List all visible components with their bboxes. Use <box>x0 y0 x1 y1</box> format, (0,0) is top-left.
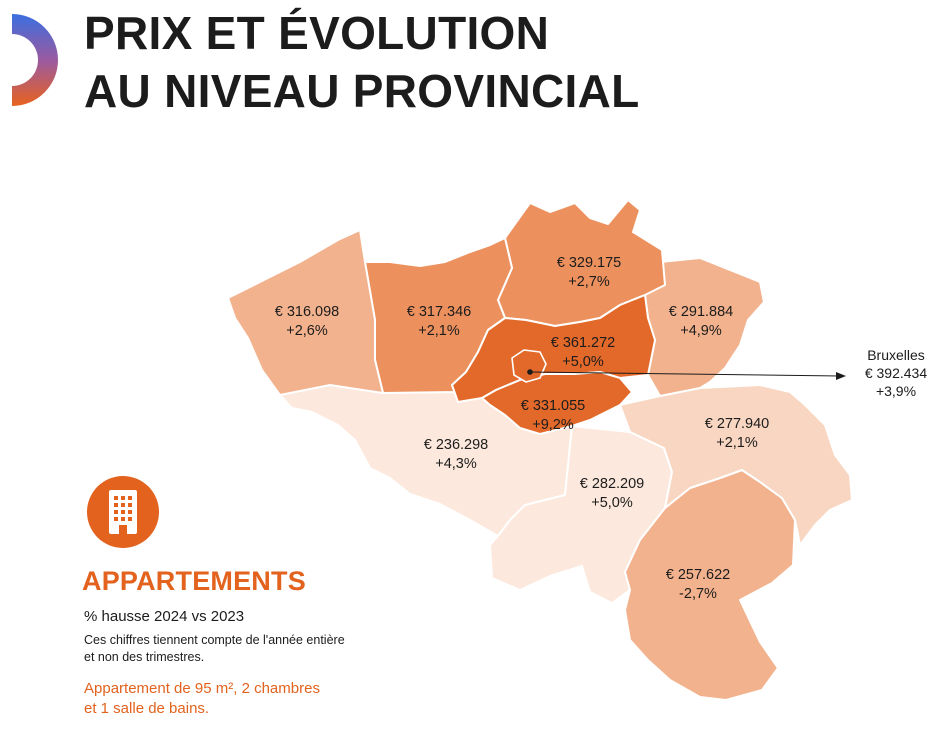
label-flandre-occidentale: € 316.098 +2,6% <box>252 303 362 341</box>
price: € 257.622 <box>665 567 731 583</box>
change: +3,9% <box>875 383 917 399</box>
title-line-2: AU NIVEAU PROVINCIAL <box>84 65 640 117</box>
title-line-1: PRIX ET ÉVOLUTION <box>84 7 550 59</box>
price: € 316.098 <box>274 304 340 320</box>
province-liege <box>619 384 853 546</box>
price: € 361.272 <box>550 335 616 351</box>
label-luxembourg: € 257.622 -2,7% <box>643 566 753 604</box>
price: € 329.175 <box>556 255 622 271</box>
label-namur: € 282.209 +5,0% <box>557 475 667 513</box>
legend-note-line-1: Ces chiffres tiennent compte de l'année … <box>84 633 345 647</box>
change: +2,6% <box>286 323 328 339</box>
label-limbourg: € 291.884 +4,9% <box>646 303 756 341</box>
change: +4,3% <box>435 456 477 472</box>
region-name: Bruxelles <box>867 347 925 363</box>
change: +5,0% <box>591 495 633 511</box>
price: € 282.209 <box>579 476 645 492</box>
leader-arrow-icon <box>836 372 846 380</box>
label-hainaut: € 236.298 +4,3% <box>401 436 511 474</box>
change: +2,1% <box>418 323 460 339</box>
change: +2,1% <box>716 435 758 451</box>
label-liege: € 277.940 +2,1% <box>682 415 792 453</box>
legend-spec-line-2: et 1 salle de bains. <box>84 700 210 717</box>
legend-subtitle: % hausse 2024 vs 2023 <box>84 608 245 625</box>
price: € 236.298 <box>423 437 489 453</box>
legend-note-line-2: et non des trimestres. <box>84 650 205 664</box>
logo-arc-icon <box>12 14 58 106</box>
price: € 291.884 <box>668 304 734 320</box>
legend-icon-badge <box>87 476 159 548</box>
label-anvers: € 329.175 +2,7% <box>534 254 644 292</box>
label-brabant-flamand: € 361.272 +5,0% <box>528 334 638 372</box>
price: € 317.346 <box>406 304 472 320</box>
province-flandre-occidentale <box>227 229 384 396</box>
change: +9,2% <box>532 417 574 433</box>
change: +5,0% <box>562 354 604 370</box>
price: € 331.055 <box>520 398 586 414</box>
region-bruxelles <box>511 349 547 383</box>
label-flandre-orientale: € 317.346 +2,1% <box>384 303 494 341</box>
legend-note: Ces chiffres tiennent compte de l'année … <box>84 632 384 666</box>
price: € 392.434 <box>864 365 928 381</box>
label-bruxelles: Bruxelles € 392.434 +3,9% <box>848 346 944 400</box>
bruxelles-marker <box>527 369 533 375</box>
change: +4,9% <box>680 323 722 339</box>
legend-title: APPARTEMENTS <box>82 566 306 596</box>
price: € 277.940 <box>704 416 770 432</box>
province-brabant-wallon <box>481 371 633 435</box>
legend-spec-line-1: Appartement de 95 m², 2 chambres <box>84 680 320 697</box>
page-title: PRIX ET ÉVOLUTION AU NIVEAU PROVINCIAL <box>84 4 639 120</box>
label-brabant-wallon: € 331.055 +9,2% <box>498 397 608 435</box>
bruxelles-leader-line <box>529 371 841 377</box>
legend-spec: Appartement de 95 m², 2 chambres et 1 sa… <box>84 679 404 719</box>
change: -2,7% <box>679 586 717 602</box>
apartment-building-icon <box>109 490 137 534</box>
change: +2,7% <box>568 274 610 290</box>
